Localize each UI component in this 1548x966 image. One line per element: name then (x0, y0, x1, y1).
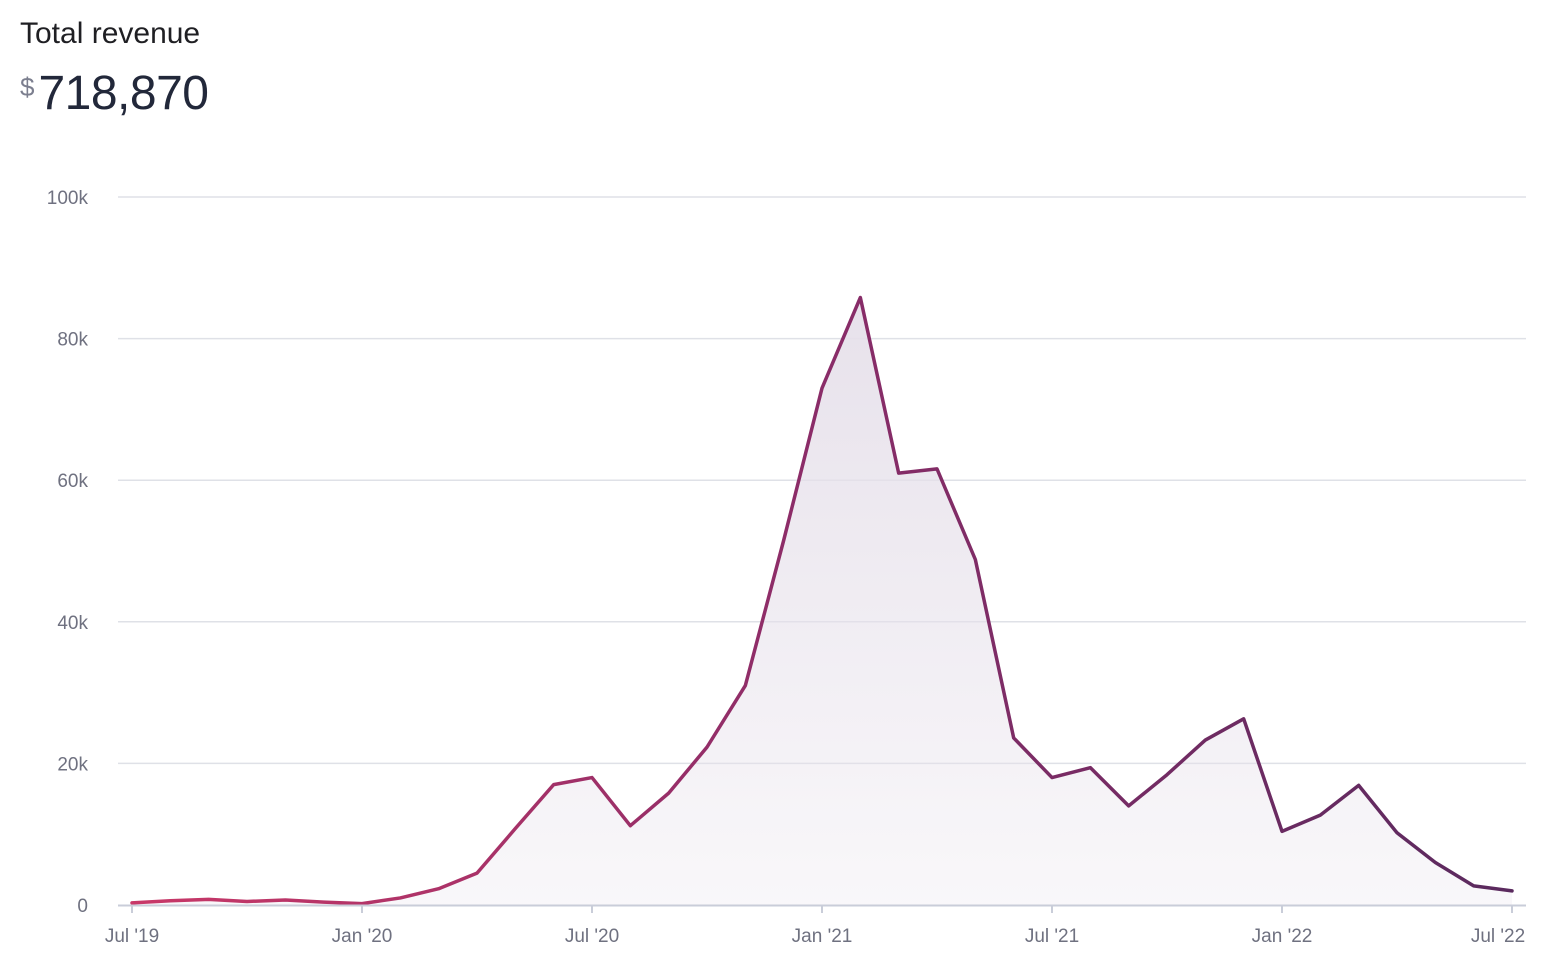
currency-symbol: $ (20, 72, 35, 102)
data-point (168, 899, 172, 903)
data-point (1088, 766, 1092, 770)
x-tick-label: Jul '21 (1025, 926, 1079, 947)
data-point (513, 827, 517, 831)
data-point (1472, 884, 1476, 888)
data-point (935, 467, 939, 471)
y-tick-label: 20k (57, 754, 88, 775)
total-value-row: $ 718,870 (20, 67, 209, 120)
x-tick-label: Jan '22 (1252, 926, 1313, 947)
area-fill-path (132, 297, 1512, 905)
total-revenue-value: 718,870 (38, 67, 209, 120)
data-point (705, 745, 709, 749)
data-point (245, 899, 249, 903)
data-point (207, 897, 211, 901)
data-point (1395, 831, 1399, 835)
x-tick-label: Jan '20 (332, 926, 393, 947)
x-tick-label: Jul '20 (565, 926, 619, 947)
data-point (437, 887, 441, 891)
series-line-layer (130, 295, 1514, 906)
data-point (552, 783, 556, 787)
y-tick-label: 100k (47, 188, 89, 209)
data-point (1510, 889, 1514, 893)
data-point (1050, 776, 1054, 780)
data-point (820, 386, 824, 390)
data-point (1242, 717, 1246, 721)
data-point (1203, 738, 1207, 742)
data-point (858, 296, 862, 300)
chart-title: Total revenue (20, 17, 201, 50)
data-point (1280, 829, 1284, 833)
data-point (1012, 736, 1016, 740)
y-axis-tick-labels: 0 20k 40k 60k 80k 100k (47, 188, 89, 917)
data-point (322, 900, 326, 904)
x-tick-label: Jan '21 (792, 926, 853, 947)
data-point (782, 538, 786, 542)
y-tick-label: 60k (57, 471, 88, 492)
y-tick-label: 80k (57, 330, 88, 351)
data-point (590, 776, 594, 780)
data-point (1127, 804, 1131, 808)
data-point (1433, 861, 1437, 865)
data-point (628, 824, 632, 828)
data-point (475, 871, 479, 875)
data-point (283, 898, 287, 902)
series-line (130, 295, 1514, 906)
x-tick-label: Jul '22 (1471, 926, 1525, 947)
area-fill (132, 297, 1512, 905)
data-point (743, 684, 747, 688)
y-tick-label: 0 (77, 896, 88, 917)
x-axis (118, 904, 1526, 913)
data-point (667, 791, 671, 795)
data-point (973, 557, 977, 561)
data-point (398, 896, 402, 900)
data-point (1357, 783, 1361, 787)
x-axis-tick-labels: Jul '19 Jan '20 Jul '20 Jan '21 Jul '21 Jan '… (105, 926, 1525, 947)
data-point (1318, 813, 1322, 817)
chart-header: Total revenue $ 718,870 (20, 14, 209, 120)
data-point (1165, 773, 1169, 777)
data-point (897, 471, 901, 475)
x-tick-label: Jul '19 (105, 926, 159, 947)
data-point (130, 901, 134, 905)
y-tick-label: 40k (57, 613, 88, 634)
